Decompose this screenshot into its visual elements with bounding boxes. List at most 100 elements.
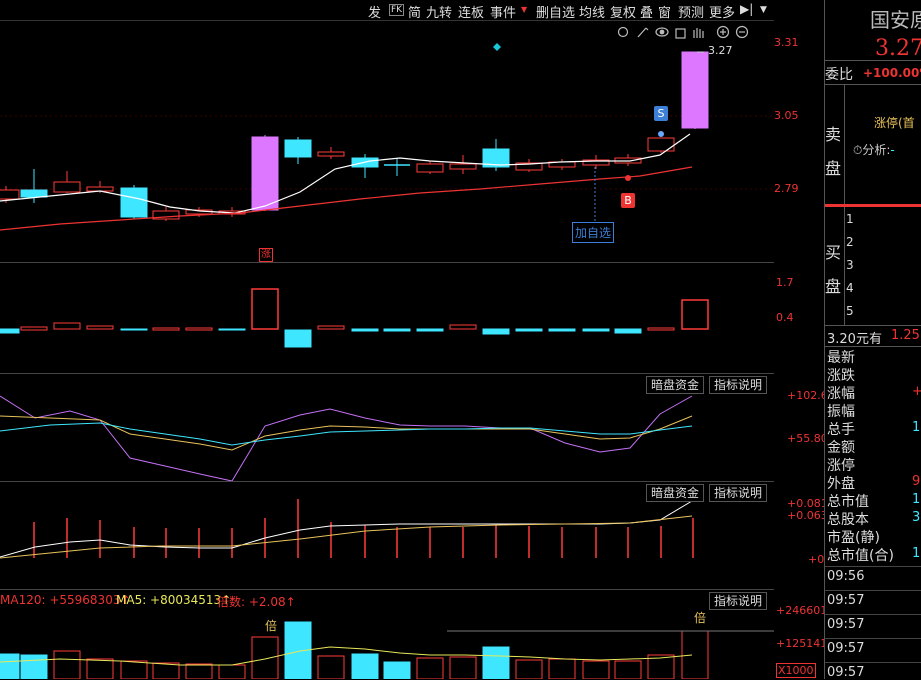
candle-body [482,148,510,168]
toolbar-item-fuquan[interactable]: 复权 [610,6,637,21]
dark-fund-chart[interactable] [0,374,774,482]
toolbar-item-jian[interactable]: 简 [408,6,422,21]
toolbar-item-fa[interactable]: 发 [368,6,382,21]
tick-time: 09:57 [827,593,865,608]
ma120-readout: MA120: +55968303↑ [0,593,131,607]
volume-bar [120,328,148,331]
indicator-help-button[interactable]: 指标说明 [709,592,768,610]
dropdown-arrow-icon[interactable]: ▼ [521,5,528,14]
multiple-bar [482,646,510,679]
multiple-bars-group [0,621,709,679]
multiple-bar [582,660,610,679]
ma5-yellow-line [0,646,693,666]
multiple-bar [185,663,213,679]
high-price-label: 3.27 [708,44,733,57]
indicator-help-button[interactable]: 指标说明 [709,484,768,502]
sidebar-divider [824,0,825,679]
multiple-readout: 倍数: +2.08↑ [217,595,296,609]
current-price: 3.27 [875,36,921,61]
dark-fund-indicator-button[interactable]: 暗盘资金 [646,484,705,502]
signal-dot-icon [625,175,631,181]
candle-body [251,136,279,211]
multiple-bar [251,636,279,679]
analysis-text: 分析: [862,143,891,157]
quote-field-value: 3 [912,510,921,525]
multiple-bar [218,664,246,679]
add-watchlist-button[interactable]: 加自选 [572,222,615,243]
toolbar-item-remove-watch[interactable]: 删自选 [536,6,576,21]
volume-bar [482,328,510,335]
quote-field-label: 总股本 [827,512,869,528]
toolbar-item-jiuzhuan[interactable]: 九转 [426,6,453,21]
sell-signal-badge[interactable]: S [654,106,668,121]
quote-field-label: 总手 [827,422,855,438]
quote-sidebar: 国安原 3.27 委比 +100.00% 卖盘 涨停(首 ⏱分析:- 买盘 1 … [825,0,921,680]
indicator-white-line [0,500,693,558]
divider [825,325,921,326]
multiple-mark: 倍 [265,619,278,633]
toolbar-item-lianban[interactable]: 连板 [458,6,485,21]
menu-arrow-icon[interactable]: ▼ [760,5,767,15]
toolbar-item-forecast[interactable]: 预测 [678,6,705,21]
quote-field-label: 振幅 [827,404,855,420]
indicator-axis-label: +55.80 [787,432,828,445]
bid-level: 2 [846,235,854,249]
candle-body [449,163,477,170]
candle-body [681,51,709,129]
price-axis-label: 2.79 [774,182,799,195]
multiple-bar [317,655,345,679]
quote-field-label: 涨停 [827,458,855,474]
quote-field-label: 总市值 [827,494,869,510]
candle-body [152,210,180,220]
toolbar-item-window[interactable]: 窗 [658,6,672,21]
toolbar-item-ma[interactable]: 均线 [579,6,606,21]
divider [825,346,921,347]
quote-field-label: 金额 [827,440,855,456]
divider [825,638,921,639]
analysis-label[interactable]: ⏱分析:- [853,141,895,158]
quote-value: 1.25 [891,328,920,343]
volume-chart[interactable] [0,263,774,373]
candle-body [284,139,312,158]
candlestick-chart[interactable] [0,21,774,262]
toolbar-item-shijian[interactable]: 事件 [490,6,517,21]
quote-field-label: 市盈(静) [827,530,880,546]
zoom-out-icon [735,25,749,39]
volume-axis-label: 0.4 [776,311,794,324]
volume-bar [515,328,543,332]
multiple-bar [20,654,48,679]
divider [825,84,921,85]
volume-bar [681,299,709,330]
volume-bar [185,327,213,331]
quote-field-value: 1 [912,420,921,435]
multiple-bar [548,658,576,679]
indicator-help-button[interactable]: 指标说明 [709,376,768,394]
toolbar-item-more[interactable]: 更多 [709,6,736,21]
toolbar-item-overlay[interactable]: 叠 [640,6,654,21]
multiple-bar [86,658,114,679]
quote-field-label: 涨跌 [827,368,855,384]
indicator-axis-label: +0 [808,553,825,566]
buy-signal-badge[interactable]: B [621,193,635,208]
dark-fund-indicator-button[interactable]: 暗盘资金 [646,376,705,394]
divider [825,590,921,591]
multiple-bar [449,656,477,679]
candle-body [582,159,610,166]
volume-bar [86,325,114,330]
multiple-mark: 倍 [694,611,707,625]
signal-dot-icon [658,131,664,137]
indicator-axis-label: +102.6 [787,389,828,402]
candle-body [20,189,48,198]
multiple-bar [515,659,543,679]
indicator-yellow-line [0,515,693,559]
multiple-bar [284,621,312,679]
tick-time: 09:56 [827,569,865,584]
volume-bar [0,328,20,334]
dark-fund-chart-2[interactable] [0,482,774,588]
collapse-arrow-icon[interactable]: ▶| [740,2,754,16]
volume-multiple-chart[interactable] [0,607,774,679]
clock-icon: ⏱ [853,143,863,157]
toolbar-item-fk[interactable]: FK [389,4,405,16]
bid-level: 5 [846,304,854,318]
volume-bar [284,329,312,348]
